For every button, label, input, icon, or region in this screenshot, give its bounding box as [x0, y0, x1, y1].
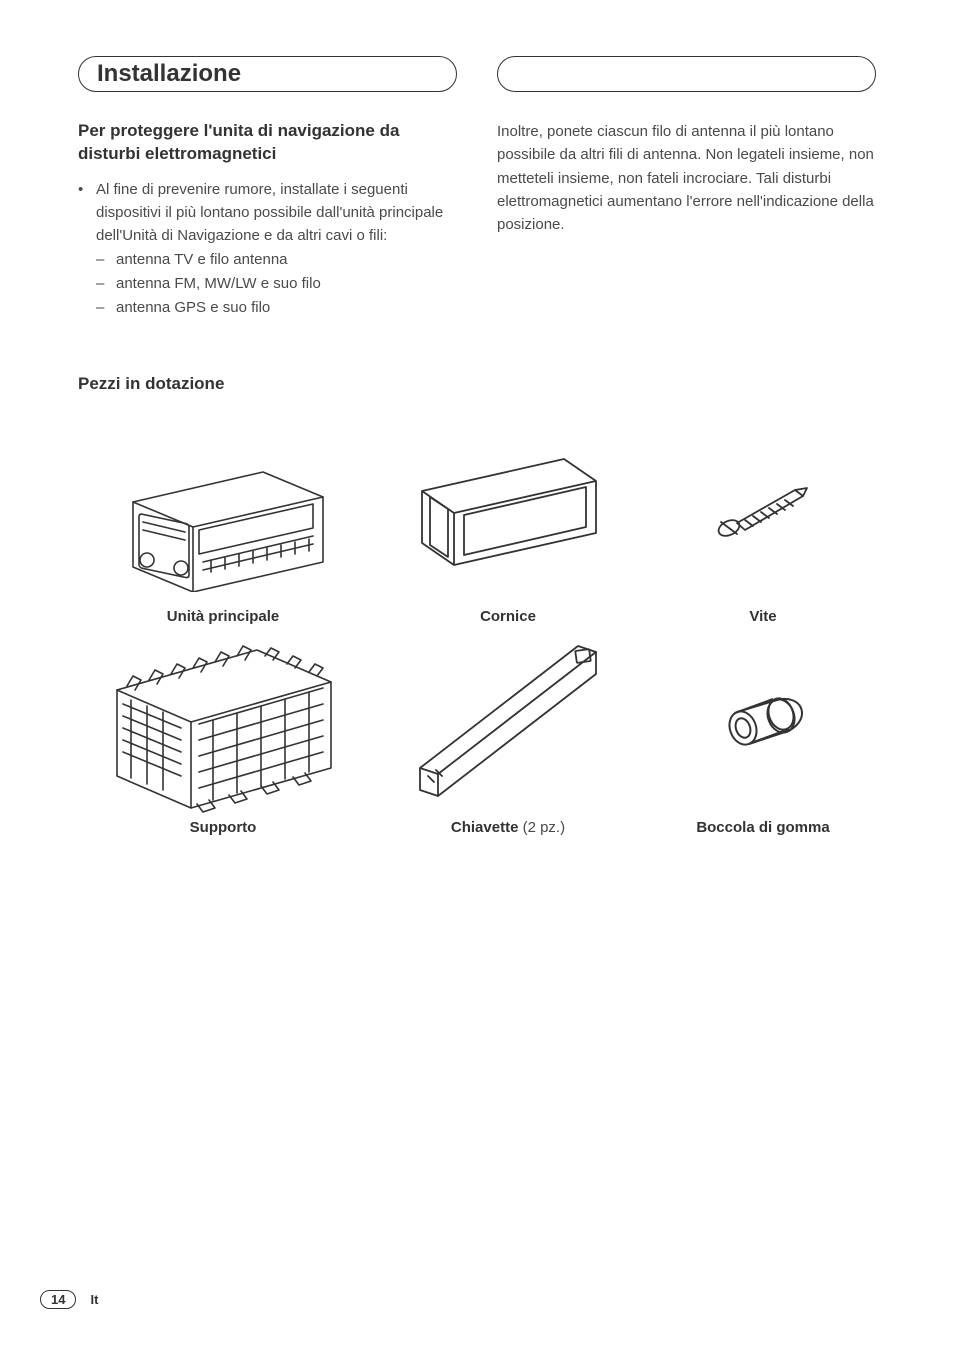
part-label: Vite	[749, 608, 776, 625]
page-footer: 14 It	[40, 1290, 98, 1309]
section1-subheading: Per proteggere l'unita di navigazione da…	[78, 120, 457, 166]
header-row: Installazione	[78, 56, 876, 92]
part-label: Supporto	[190, 819, 257, 836]
page-number-badge: 14	[40, 1290, 76, 1309]
two-column-body: Per proteggere l'unita di navigazione da…	[78, 120, 876, 320]
bullet-item: • Al fine di prevenire rumore, installat…	[78, 178, 457, 248]
screw-icon	[648, 422, 878, 602]
header-pill-right	[497, 56, 876, 92]
section2-heading: Pezzi in dotazione	[78, 374, 876, 394]
bracket-icon	[78, 633, 368, 813]
part-cell-key: Chiavette (2 pz.)	[378, 633, 638, 836]
part-label: Unità principale	[167, 608, 280, 625]
language-code: It	[90, 1292, 98, 1307]
dash-icon: –	[96, 296, 116, 320]
part-cell-screw: Vite	[648, 422, 878, 625]
header-pill-left: Installazione	[78, 56, 457, 92]
bullet-dot-icon: •	[78, 178, 96, 248]
sub-bullet-item: – antenna TV e filo antenna	[78, 248, 457, 272]
right-paragraph: Inoltre, ponete ciascun filo di antenna …	[497, 120, 876, 236]
left-column: Per proteggere l'unita di navigazione da…	[78, 120, 457, 320]
sub-bullet-item: – antenna FM, MW/LW e suo filo	[78, 272, 457, 296]
part-cell-frame: Cornice	[378, 422, 638, 625]
key-icon	[378, 633, 638, 813]
main-unit-icon	[78, 422, 368, 602]
part-cell-bushing: Boccola di gomma	[648, 633, 878, 836]
bullet-text: Al fine di prevenire rumore, installate …	[96, 178, 457, 248]
page-title: Installazione	[97, 60, 241, 88]
parts-grid: Unità principale Cornice	[78, 422, 876, 836]
part-label-bold: Chiavette	[451, 819, 519, 836]
part-cell-bracket: Supporto	[78, 633, 368, 836]
part-label: Chiavette (2 pz.)	[451, 819, 565, 836]
sub-bullet-text: antenna GPS e suo filo	[116, 296, 270, 320]
dash-icon: –	[96, 272, 116, 296]
dash-icon: –	[96, 248, 116, 272]
part-label: Cornice	[480, 608, 536, 625]
part-cell-main-unit: Unità principale	[78, 422, 368, 625]
bushing-icon	[648, 633, 878, 813]
part-label: Boccola di gomma	[696, 819, 829, 836]
sub-bullet-text: antenna FM, MW/LW e suo filo	[116, 272, 321, 296]
right-column: Inoltre, ponete ciascun filo di antenna …	[497, 120, 876, 320]
part-label-light: (2 pz.)	[518, 819, 565, 836]
frame-icon	[378, 422, 638, 602]
sub-bullet-text: antenna TV e filo antenna	[116, 248, 288, 272]
sub-bullet-item: – antenna GPS e suo filo	[78, 296, 457, 320]
